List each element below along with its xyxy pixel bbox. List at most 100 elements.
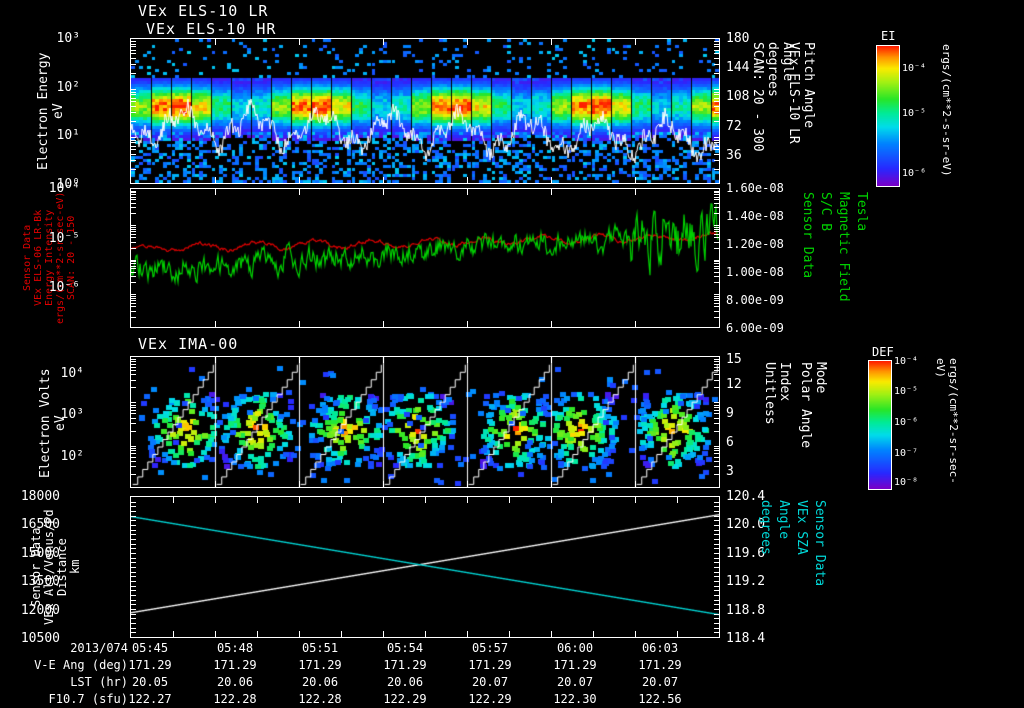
axis-minor-tick (131, 405, 136, 406)
axis-tick-mark (173, 631, 174, 637)
bottom-cell-value: 171.29 (383, 658, 427, 672)
axis-tick-mark (215, 357, 216, 363)
axis-minor-tick (714, 604, 719, 605)
axis-minor-tick (131, 248, 136, 249)
axis-minor-tick (131, 231, 136, 232)
axis-minor-tick (714, 199, 719, 200)
axis-minor-tick (131, 261, 136, 262)
axis-minor-tick (131, 450, 136, 451)
axis-minor-tick (131, 387, 136, 388)
bottom-cell-value: 05:48 (216, 641, 254, 655)
axis-minor-tick (714, 263, 719, 264)
axis-minor-tick (714, 405, 719, 406)
axis-minor-tick (131, 530, 136, 531)
axis-tick-mark (299, 177, 300, 183)
axis-minor-tick (714, 558, 719, 559)
axis-minor-tick (131, 609, 136, 610)
axis-tick-label: 36 (726, 147, 742, 163)
axis-minor-tick (714, 298, 719, 299)
axis-minor-tick (714, 423, 719, 424)
axis-tick-label: 15 (726, 351, 742, 367)
axis-minor-tick (714, 225, 719, 226)
panel4-right-label-line4: degrees (758, 500, 773, 555)
panel1-right-label-line3: Angle (780, 42, 795, 82)
axis-minor-tick (714, 101, 719, 102)
axis-minor-tick (131, 539, 136, 540)
axis-minor-tick (714, 516, 719, 517)
axis-minor-tick (131, 311, 136, 312)
axis-tick-label: 9 (726, 405, 734, 421)
axis-tick-label: 6.00e-09 (726, 321, 784, 335)
axis-minor-tick (131, 101, 136, 102)
panel4-right-label-line3: Angle (776, 500, 791, 540)
axis-minor-tick (131, 614, 136, 615)
panel1-plot[interactable] (130, 38, 720, 184)
axis-tick-mark (467, 497, 468, 503)
panel2-right-axis-label: Sensor Data (800, 192, 815, 326)
axis-tick-mark (425, 631, 426, 637)
panel3-right-label-line4: Unitless (762, 362, 777, 425)
axis-tick-label: 144 (726, 60, 750, 76)
axis-minor-tick (131, 294, 136, 295)
axis-minor-tick (131, 146, 136, 147)
axis-minor-tick (714, 303, 719, 304)
axis-tick-mark (551, 189, 552, 195)
axis-minor-tick (131, 576, 136, 577)
axis-minor-tick (131, 453, 136, 454)
axis-minor-tick (714, 149, 719, 150)
axis-minor-tick (131, 191, 136, 192)
axis-tick-mark (551, 631, 552, 637)
axis-tick-label: 10¹ (56, 128, 80, 144)
axis-tick-mark (299, 481, 300, 487)
axis-minor-tick (131, 418, 136, 419)
axis-tick-label: 10⁻⁸ (894, 477, 919, 489)
axis-minor-tick (131, 413, 136, 414)
axis-minor-tick (131, 359, 136, 360)
panel2-right-label-line1: Sensor Data (800, 192, 815, 279)
panel2-right-label-line3: Magnetic Field (836, 192, 851, 302)
axis-minor-tick (131, 268, 136, 269)
axis-tick-label: 6 (726, 434, 734, 450)
panel2-plot[interactable] (130, 188, 720, 328)
axis-minor-tick (131, 303, 136, 304)
axis-minor-tick (714, 276, 719, 277)
panel4-plot[interactable] (130, 496, 720, 638)
axis-tick-mark (383, 631, 384, 637)
panel3-colorbar-title: DEF (872, 345, 894, 359)
bottom-cell-value: 122.29 (383, 692, 427, 706)
axis-minor-tick (714, 89, 719, 90)
axis-minor-tick (714, 41, 719, 42)
panel2-right-label-line2: S/C B (818, 192, 833, 232)
axis-tick-mark (257, 497, 258, 503)
axis-minor-tick (131, 618, 136, 619)
axis-minor-tick (714, 590, 719, 591)
axis-minor-tick (131, 276, 136, 277)
panel1-title-hr: VEx ELS-10 HR (146, 20, 277, 38)
axis-minor-tick (714, 525, 719, 526)
axis-tick-label: 1.00e-08 (726, 265, 784, 279)
axis-tick-label: 10⁻⁵ (48, 230, 80, 246)
axis-minor-tick (714, 446, 719, 447)
axis-tick-mark (383, 497, 384, 503)
panel4-right-axis-label3: Angle (776, 500, 791, 634)
axis-minor-tick (131, 142, 136, 143)
axis-tick-mark (215, 321, 216, 327)
axis-tick-label: 13500 (20, 574, 60, 590)
panel1-colorbar (876, 45, 900, 187)
axis-minor-tick (131, 160, 136, 161)
axis-tick-mark (635, 631, 636, 637)
axis-minor-tick (131, 112, 136, 113)
axis-minor-tick (131, 89, 136, 90)
bottom-cell-value: 122.30 (553, 692, 597, 706)
axis-minor-tick (714, 530, 719, 531)
axis-minor-tick (131, 628, 136, 629)
panel2-right-axis-label3: Magnetic Field (836, 192, 851, 326)
panel3-plot[interactable] (130, 356, 720, 488)
axis-minor-tick (131, 137, 136, 138)
axis-tick-label: 10⁻⁷ (894, 447, 919, 459)
axis-minor-tick (131, 364, 136, 365)
axis-tick-label: 10⁰ (56, 177, 80, 192)
panel4-right-label-line1: Sensor Data (812, 500, 827, 587)
axis-tick-mark (509, 497, 510, 503)
axis-tick-mark (215, 177, 216, 183)
